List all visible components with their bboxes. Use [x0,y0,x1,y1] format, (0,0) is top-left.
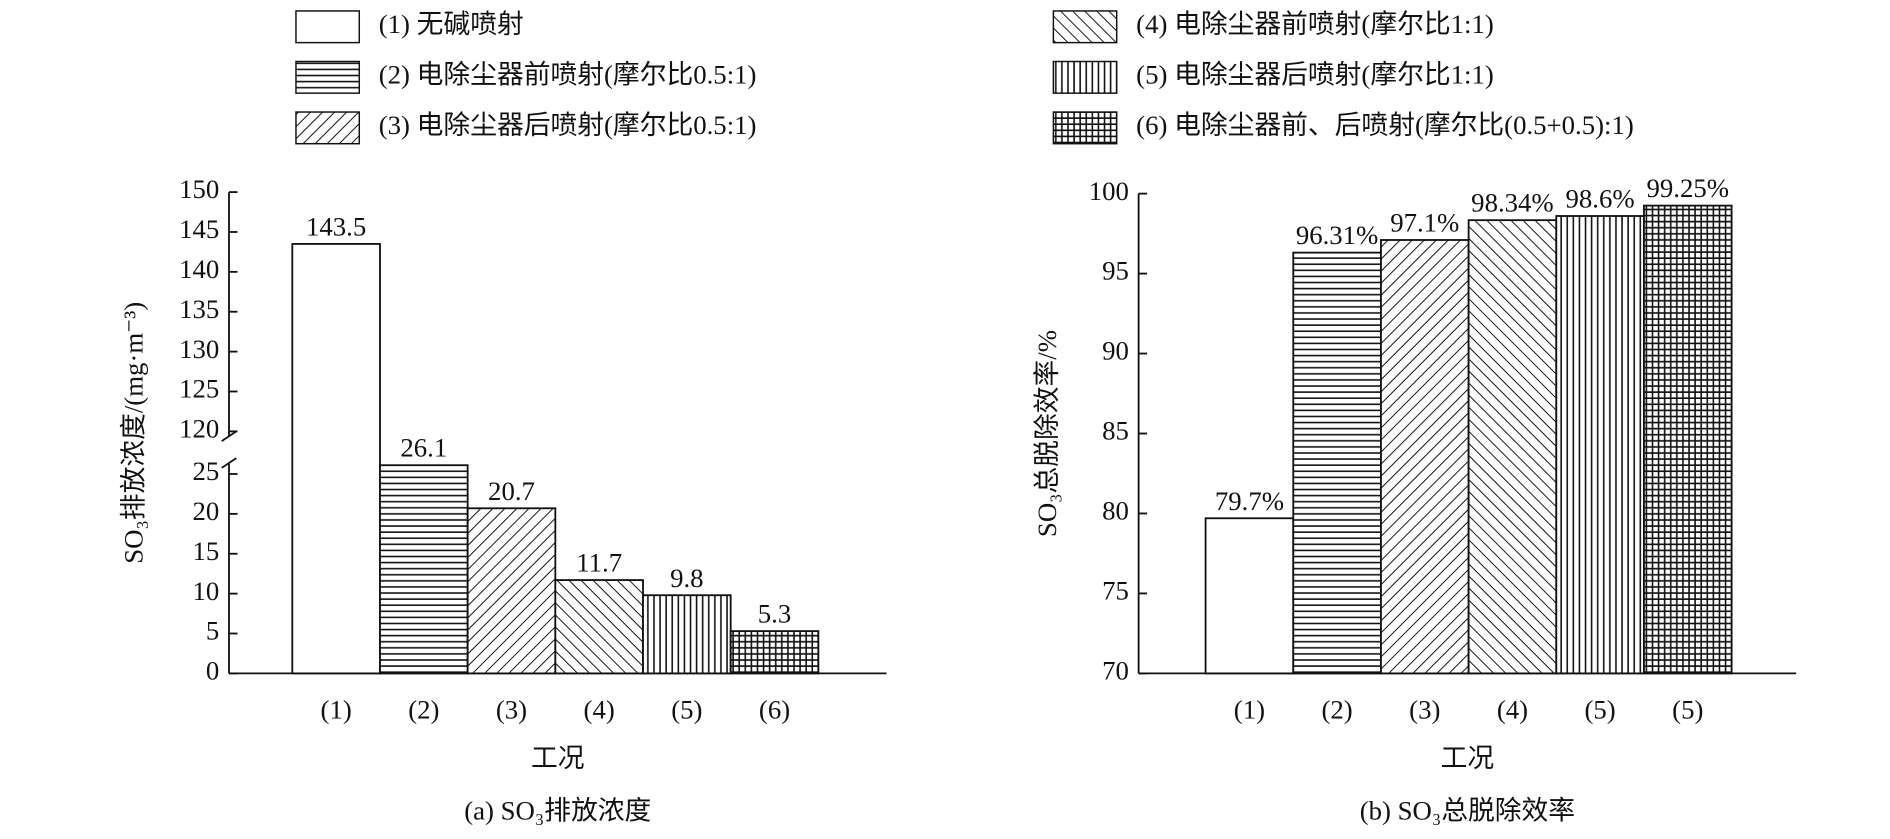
y-tick-label: 25 [192,456,219,486]
value-label: 5.3 [758,599,791,629]
x-tick-label: (6) [759,694,790,724]
caption: (a) SO₃排放浓度 [464,796,651,826]
y-tick-label: 5 [206,616,219,646]
bar [466,507,557,675]
y-tick-label: 15 [192,536,219,566]
axis-break [221,430,237,469]
y-tick-label: 85 [1102,416,1129,446]
y-axis-label: SO₃总脱除效率/% [1032,330,1062,537]
legend-swatch [1052,111,1118,145]
y-tick-label: 120 [179,414,219,444]
x-tick-label: (3) [496,694,527,724]
y-tick-label: 130 [179,334,219,364]
legend-label: (6) 电除尘器前、后喷射(摩尔比(0.5+0.5):1) [1136,110,1634,140]
value-label: 143.5 [306,211,366,241]
legend-swatch [295,10,361,44]
bar [1555,215,1645,675]
x-axis-label: 工况 [1441,743,1495,773]
x-tick-label: (4) [1497,694,1528,724]
value-label: 99.25% [1647,173,1730,203]
bar [729,630,820,675]
legend-label: (1) 无碱喷射 [379,9,524,39]
y-tick-label: 150 [179,174,219,204]
bar [379,464,469,675]
value-label: 97.1% [1390,208,1459,238]
value-label: 98.6% [1566,184,1635,214]
y-tick-label: 140 [179,254,219,284]
bar [1380,239,1470,675]
x-tick-label: (5) [1672,694,1703,724]
x-tick-label: (3) [1409,694,1440,724]
y-tick-label: 135 [179,294,219,324]
y-axis-label: SO₃排放浓度/(mg·m⁻³) [119,302,149,564]
x-axis-label: 工况 [531,743,585,773]
value-label: 98.34% [1471,188,1554,218]
legend-label: (3) 电除尘器后喷射(摩尔比0.5:1) [379,110,757,140]
y-tick-label: 90 [1102,336,1129,366]
y-tick-label: 70 [1102,656,1129,686]
x-tick-label: (5) [671,694,702,724]
y-tick-label: 75 [1102,576,1129,606]
y-tick-label: 95 [1102,256,1129,286]
x-tick-label: (4) [584,694,615,724]
y-tick-label: 20 [192,496,219,526]
legend-swatch [295,111,361,145]
x-tick-label: (1) [1234,694,1265,724]
value-label: 96.31% [1296,220,1379,250]
bar [1643,204,1733,675]
legend-swatch [295,60,361,94]
y-tick-label: 10 [192,576,219,606]
value-label: 20.7 [488,476,535,506]
y-tick-label: 145 [179,214,219,244]
x-tick-label: (2) [1321,694,1352,724]
x-tick-label: (2) [408,694,439,724]
x-tick-label: (1) [321,694,352,724]
value-label: 11.7 [576,548,622,578]
bar [554,579,644,675]
caption: (b) SO₃总脱除效率 [1360,796,1575,826]
y-tick-label: 0 [206,656,219,686]
bar [642,594,732,675]
bar [1292,251,1382,675]
legend-label: (2) 电除尘器前喷射(摩尔比0.5:1) [379,59,757,89]
y-tick-label: 80 [1102,496,1129,526]
value-label: 9.8 [670,563,703,593]
value-label: 79.7% [1215,486,1284,516]
legend-swatch [1052,60,1118,94]
value-label: 26.1 [400,433,447,463]
legend-swatch [1052,10,1118,44]
bar [1204,517,1295,675]
y-tick-label: 100 [1089,176,1129,206]
y-tick-label: 125 [179,374,219,404]
legend-label: (4) 电除尘器前喷射(摩尔比1:1) [1136,9,1494,39]
bar [291,243,381,675]
x-tick-label: (5) [1585,694,1616,724]
bar [1467,219,1558,675]
legend-label: (5) 电除尘器后喷射(摩尔比1:1) [1136,59,1494,89]
